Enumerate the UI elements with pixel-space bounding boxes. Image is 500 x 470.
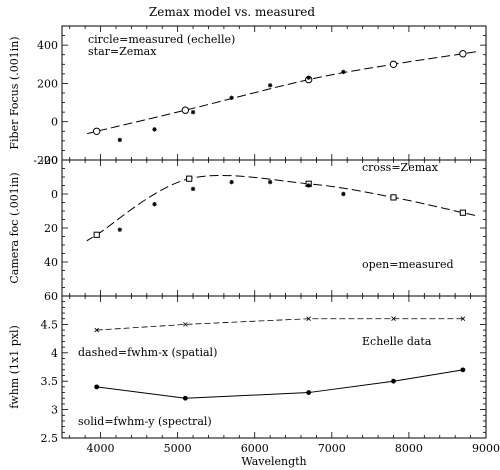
fwhm-point-dot xyxy=(460,367,466,373)
fwhm-y-tick-label: 3 xyxy=(51,404,58,417)
camera-focus-y-tick-label: 60 xyxy=(44,290,58,303)
camera-focus-y-axis-label: Camera foc (.001in) xyxy=(8,172,21,283)
fwhm-legend-echelle: Echelle data xyxy=(362,335,432,348)
fwhm-point-dot xyxy=(182,395,188,401)
camera-focus-y-tick-label: 20 xyxy=(44,222,58,235)
camera-focus-point-square xyxy=(93,231,100,238)
fwhm-legend-solid: solid=fwhm-y (spectral) xyxy=(78,415,212,428)
figure-title: Zemax model vs. measured xyxy=(149,5,316,19)
fwhm-point-cross xyxy=(391,316,396,322)
camera-focus-point-star xyxy=(341,191,346,197)
fiber-focus-y-tick-label: 200 xyxy=(37,77,58,90)
camera-focus-y-tick-label: 0 xyxy=(51,188,58,201)
fiber-focus-y-tick-label: 0 xyxy=(51,116,58,129)
fwhm-point-dot xyxy=(94,384,100,390)
fiber-focus-point-star xyxy=(190,109,196,115)
fwhm-legend-dashed: dashed=fwhm-x (spatial) xyxy=(78,346,217,359)
x-tick-label: 4000 xyxy=(87,442,115,455)
camera-focus-point-star xyxy=(267,179,273,185)
fiber-focus-point-star xyxy=(152,127,157,132)
camera-focus-point-star xyxy=(190,186,196,192)
camera-focus-point-square xyxy=(390,194,397,201)
fiber-focus-point-star xyxy=(117,137,123,143)
fiber-focus-y-tick-label: 400 xyxy=(37,39,58,52)
camera-focus-legend-cross: cross=Zemax xyxy=(362,161,439,174)
x-tick-label: 8000 xyxy=(395,442,423,455)
camera-focus-dashed-curve xyxy=(86,174,479,242)
camera-focus-point-star xyxy=(152,202,157,207)
fwhm-y-tick-label: 3.5 xyxy=(41,375,59,388)
fwhm-point-cross xyxy=(94,327,99,333)
fiber-focus-y-axis-label: Fiber Focus (.001in) xyxy=(8,36,21,149)
camera-focus-y-tick-label: -20 xyxy=(40,154,58,167)
fwhm-point-dot xyxy=(306,390,312,395)
fiber-focus-point-star xyxy=(341,69,346,75)
camera-focus-point-square xyxy=(459,209,466,216)
fwhm-panel: 2.5 3 3.5 4 4.5 4000 5000 6000 7000 8000 9000 fwhm… xyxy=(8,295,500,468)
x-tick-label: 5000 xyxy=(164,442,192,455)
fwhm-y-tick-label: 4.5 xyxy=(41,318,59,331)
fwhm-y-tick-label: 4 xyxy=(51,347,58,360)
camera-focus-point-square xyxy=(186,175,193,182)
fiber-focus-dashed-curve xyxy=(87,50,479,134)
fiber-focus-point-circle xyxy=(389,60,398,68)
fiber-focus-point-circle xyxy=(459,50,467,58)
fiber-focus-panel: -200 0 200 400 Fiber Focus (.001in) circle=… xyxy=(8,25,487,167)
camera-focus-point-star xyxy=(117,227,123,232)
camera-focus-point-star xyxy=(229,179,234,185)
x-axis-label: Wavelength xyxy=(241,455,306,468)
camera-focus-legend-open: open=measured xyxy=(362,258,454,271)
fwhm-dashed-line xyxy=(96,318,463,331)
fwhm-point-cross xyxy=(460,316,466,322)
fiber-focus-point-circle xyxy=(181,106,190,114)
x-tick-label: 6000 xyxy=(241,442,269,455)
fiber-focus-y-tick-label: -200 xyxy=(33,154,58,167)
fiber-focus-point-star xyxy=(306,75,311,80)
camera-focus-frame xyxy=(61,159,487,297)
fiber-focus-point-star xyxy=(229,95,234,100)
camera-focus-y-tick-label: 40 xyxy=(44,256,58,269)
fwhm-point-cross xyxy=(306,316,311,322)
fwhm-y-tick-label: 2.5 xyxy=(41,432,59,445)
x-tick-label: 9000 xyxy=(472,442,500,455)
fwhm-solid-line xyxy=(96,369,463,399)
x-tick-label: 7000 xyxy=(318,442,346,455)
camera-focus-point-star xyxy=(306,183,311,188)
fiber-focus-point-star xyxy=(267,83,273,88)
fwhm-point-dot xyxy=(391,378,396,384)
fiber-focus-point-circle xyxy=(92,127,101,135)
fiber-focus-legend-circle: circle=measured (echelle) xyxy=(88,33,235,46)
fwhm-frame xyxy=(61,295,487,439)
fwhm-y-axis-label: fwhm (1x1 pxl) xyxy=(8,325,21,409)
fwhm-point-cross xyxy=(183,322,188,327)
fiber-focus-legend-star: star=Zemax xyxy=(88,45,157,58)
